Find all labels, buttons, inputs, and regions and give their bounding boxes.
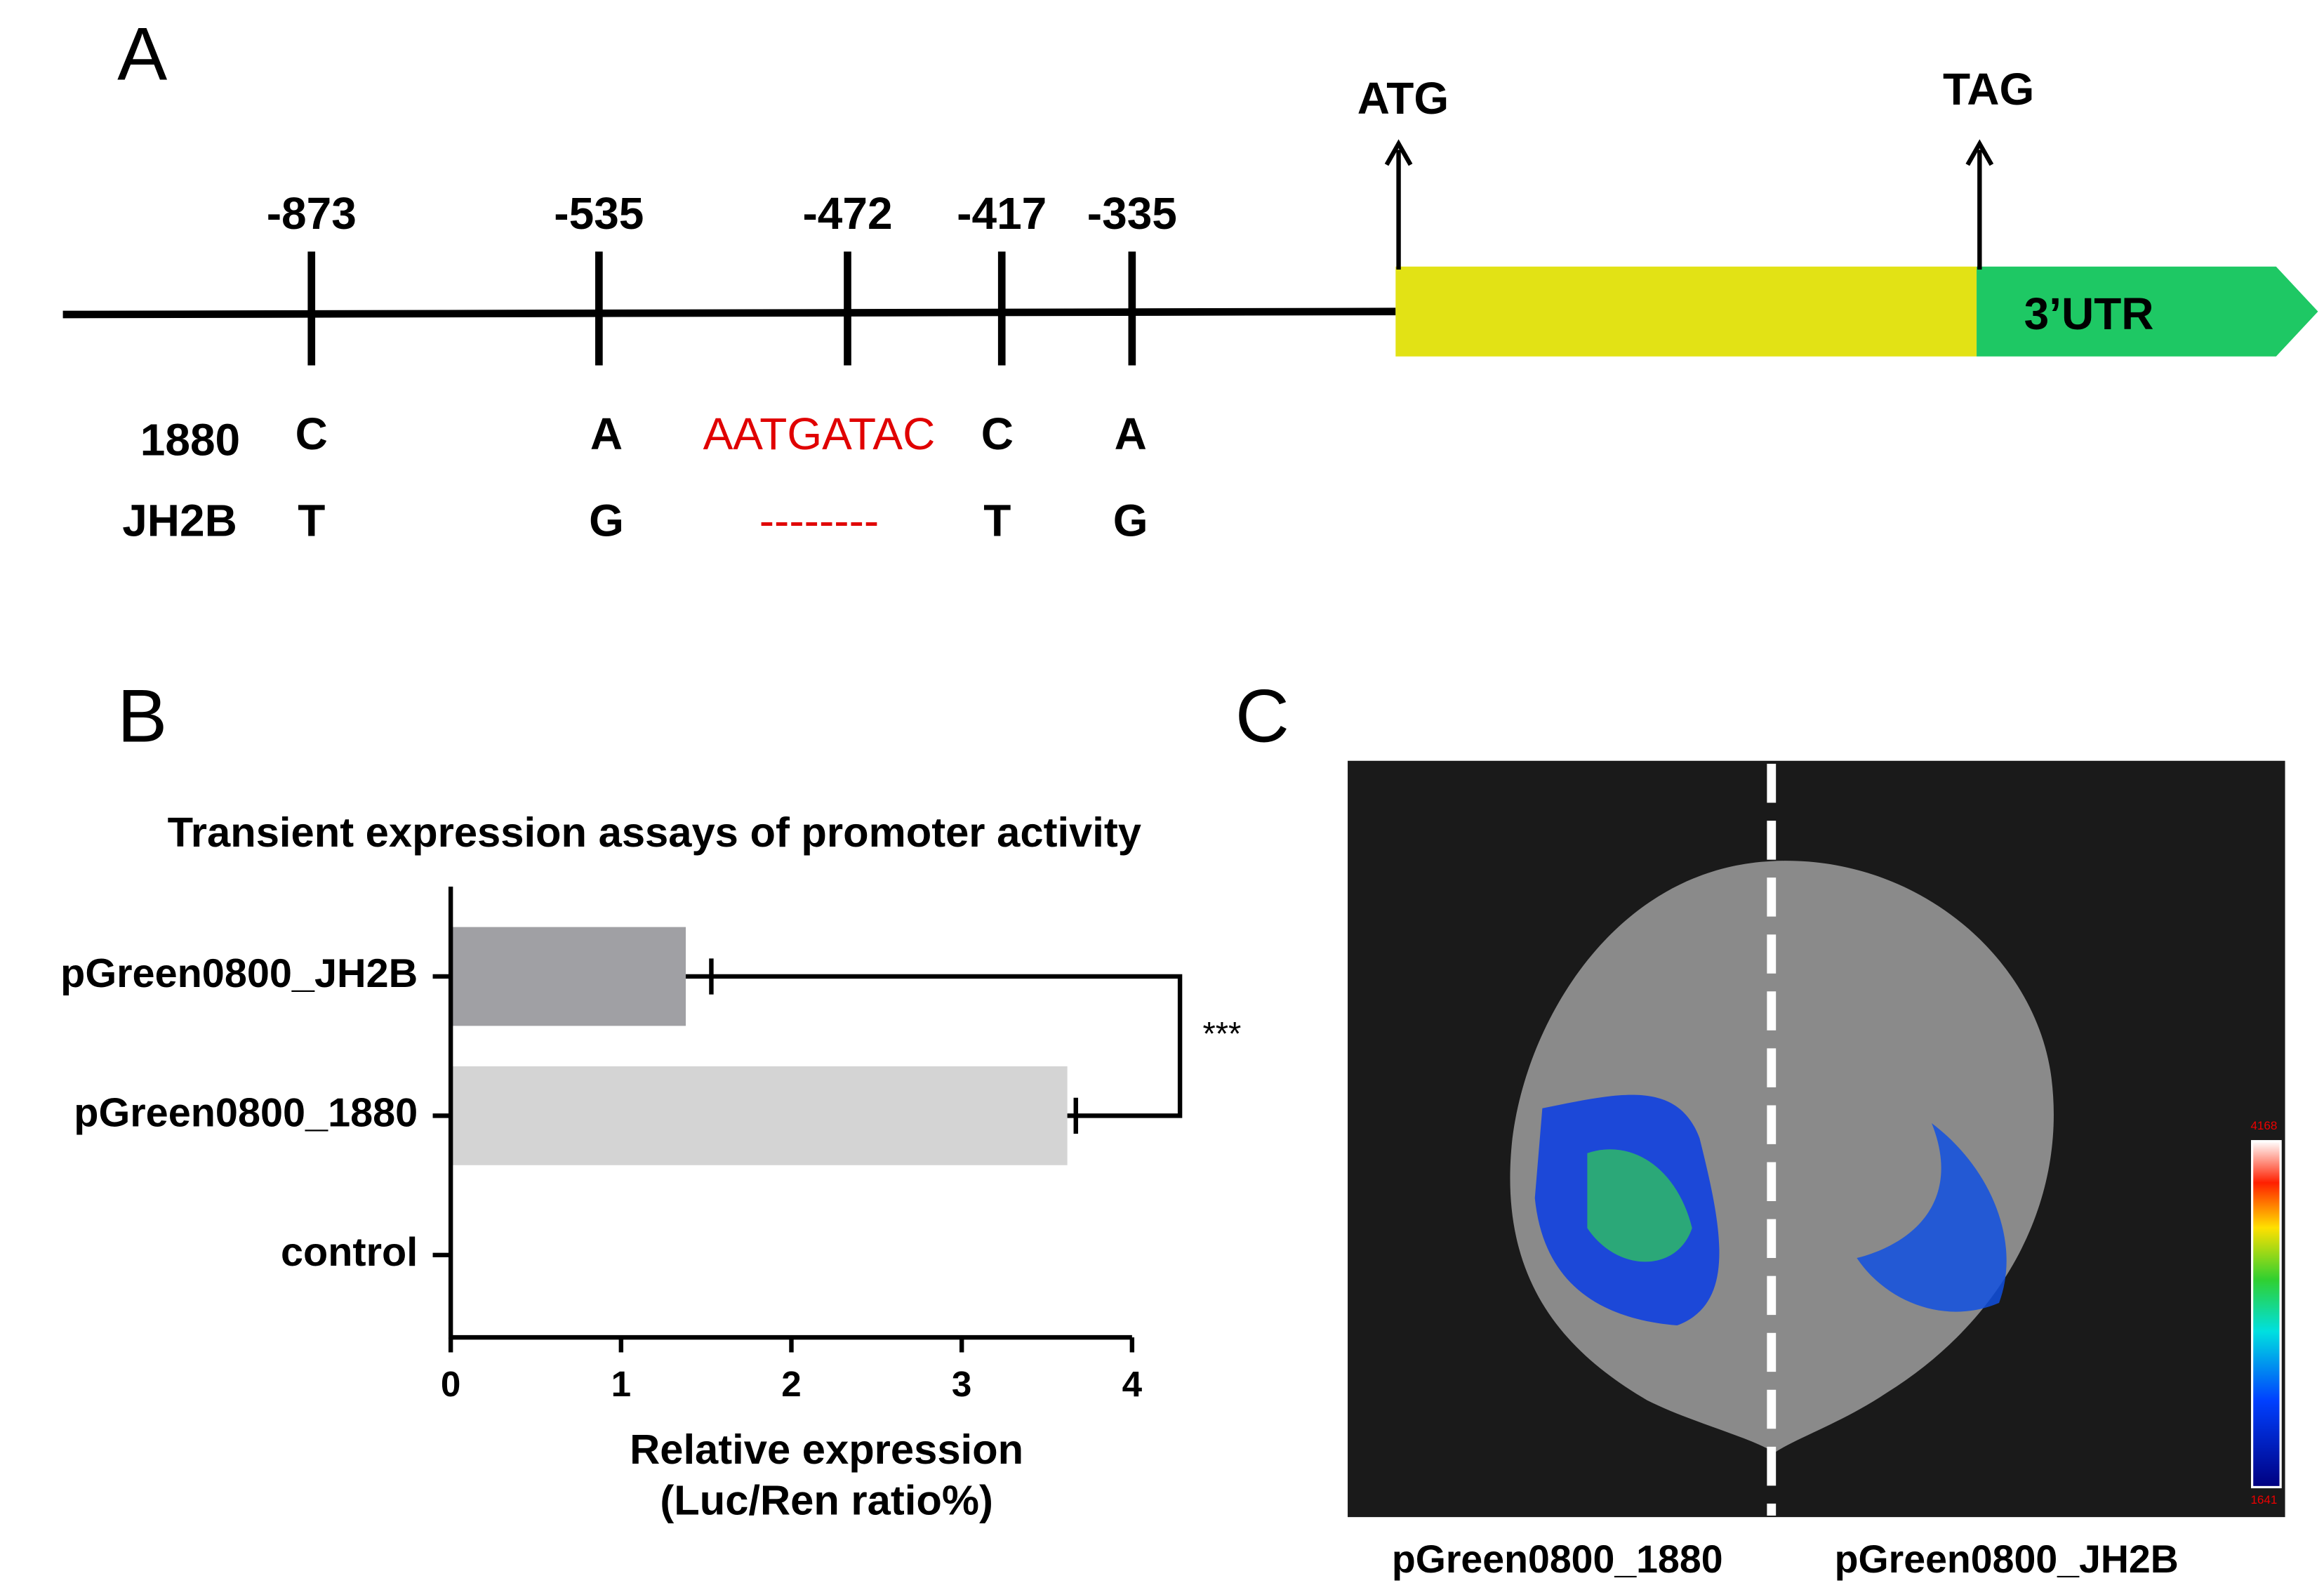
y-tick-label: pGreen0800_1880 — [74, 1091, 418, 1136]
signal — [1857, 1123, 2007, 1312]
y-tick-label: control — [281, 1230, 418, 1275]
cds — [1395, 266, 1977, 357]
x-tick-label: 0 — [441, 1364, 460, 1404]
allele: A — [590, 409, 623, 459]
allele: T — [298, 496, 325, 546]
x-tick-label: 3 — [952, 1364, 971, 1404]
allele: C — [296, 409, 328, 459]
signal — [1587, 1149, 1692, 1262]
site-label: -335 — [1087, 188, 1177, 239]
stop-codon: TAG — [1943, 64, 2034, 114]
x-axis-label: Relative expression — [630, 1426, 1023, 1473]
bar — [451, 1066, 1068, 1165]
site-label: -472 — [802, 188, 892, 239]
x-tick-label: 2 — [781, 1364, 801, 1404]
site-label: -417 — [957, 188, 1047, 239]
caption: pGreen0800_JH2B — [1835, 1537, 2179, 1581]
promoter-line — [62, 307, 1396, 319]
panel-label: B — [117, 673, 167, 757]
arrow-head — [1384, 139, 1413, 166]
panel-label: A — [117, 12, 167, 96]
site-label: -873 — [267, 188, 357, 239]
colorbar — [2250, 1140, 2282, 1489]
significance: *** — [1202, 1016, 1241, 1052]
x-tick-label: 4 — [1122, 1364, 1143, 1404]
row-label: JH2B — [122, 496, 237, 546]
error-bar — [1067, 1097, 1078, 1134]
start-codon: ATG — [1357, 73, 1449, 124]
row-label: 1880 — [140, 414, 240, 465]
allele: G — [1113, 496, 1148, 546]
x-tick-label: 1 — [611, 1364, 631, 1404]
arrow-head — [1965, 139, 1994, 166]
bar — [451, 927, 686, 1026]
scale-min: 1641 — [2250, 1493, 2277, 1506]
significance-bracket — [711, 974, 1183, 1118]
allele: AATGATAC — [703, 409, 936, 459]
allele: C — [981, 409, 1014, 459]
utr — [1977, 266, 2318, 357]
chart-title: Transient expression assays of promoter … — [168, 809, 1141, 856]
allele: T — [983, 496, 1011, 546]
panel-label: C — [1235, 673, 1289, 757]
utr-label: 3’UTR — [2024, 289, 2154, 339]
scale-max: 4168 — [2250, 1119, 2277, 1132]
allele: A — [1115, 409, 1147, 459]
site-label: -535 — [554, 188, 644, 239]
caption: pGreen0800_1880 — [1392, 1537, 1723, 1581]
x-axis-label: (Luc/Ren ratio%) — [660, 1477, 992, 1524]
error-bar — [686, 958, 714, 995]
y-tick-label: pGreen0800_JH2B — [60, 951, 418, 996]
allele: G — [589, 496, 624, 546]
allele: -------- — [759, 496, 879, 546]
